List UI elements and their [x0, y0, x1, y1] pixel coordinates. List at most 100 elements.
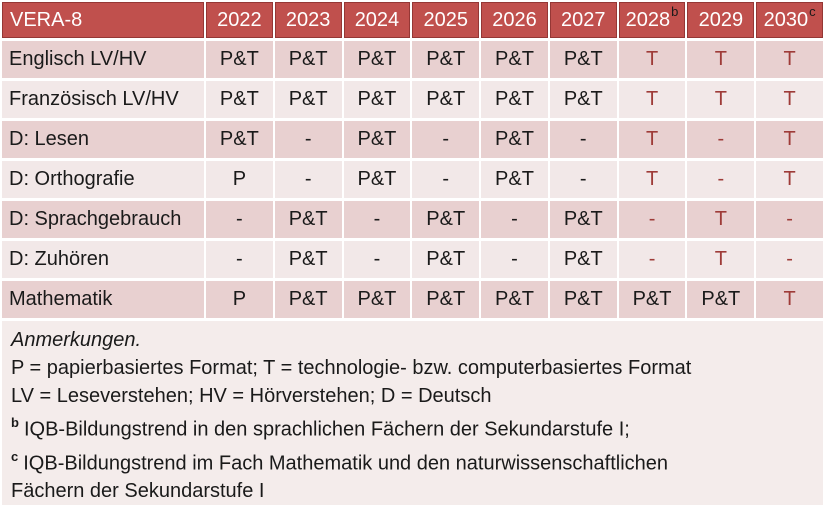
table-cell: T	[756, 161, 823, 198]
table-cell: P&T	[343, 41, 411, 78]
table-cell: -	[206, 201, 273, 238]
year-header-cell: 2022	[206, 2, 273, 38]
year-header-cell: 2029	[687, 2, 755, 38]
table-cell: T	[756, 121, 823, 158]
table-cell: -	[687, 121, 755, 158]
year-header-cell: 2030 c	[756, 2, 823, 38]
table-cell: -	[481, 201, 548, 238]
table-cell: P&T	[343, 161, 411, 198]
year-header-cell: 2026	[481, 2, 548, 38]
table-cell: P	[206, 161, 273, 198]
table-cell: -	[756, 201, 823, 238]
table-cell: -	[343, 241, 411, 278]
row-label: D: Sprachgebrauch	[2, 201, 204, 238]
header-label: 2022	[217, 8, 262, 31]
header-label: 2026	[492, 8, 537, 31]
table-cell: P&T	[343, 81, 411, 118]
table-cell: P&T	[274, 41, 342, 78]
table-cell: -	[549, 121, 617, 158]
table-cell: P&T	[618, 281, 686, 318]
table-cell: P&T	[481, 161, 548, 198]
table-cell: -	[274, 121, 342, 158]
table-cell: T	[687, 241, 755, 278]
table-cell: P&T	[274, 201, 342, 238]
year-header-cell: 2028 b	[618, 2, 686, 38]
table-cell: P&T	[481, 41, 548, 78]
header-label: 2028	[625, 8, 671, 31]
table-cell: P&T	[481, 121, 548, 158]
header-label: 2030	[763, 8, 809, 31]
footnote-c-text: IQB-Bildungstrend im Fach Mathematik und…	[11, 452, 668, 503]
table-cell: P&T	[481, 81, 548, 118]
header-label: 2029	[698, 8, 744, 31]
year-header-cell: 2027	[549, 2, 617, 38]
row-label: D: Orthografie	[2, 161, 204, 198]
row-label: D: Zuhören	[2, 241, 204, 278]
table-cell: T	[618, 161, 686, 198]
year-header-cell: 2024	[343, 2, 411, 38]
footnote-b-text: IQB-Bildungstrend in den sprachlichen Fä…	[23, 418, 630, 441]
table-cell: P&T	[206, 121, 273, 158]
table-cell: T	[687, 201, 755, 238]
header-footnote-marker: b	[671, 3, 679, 19]
note-format-legend: P = papierbasiertes Format; T = technolo…	[11, 357, 692, 379]
footnote-b-marker: b	[11, 415, 19, 430]
header-footnote-marker: c	[809, 3, 816, 19]
table-cell: P&T	[274, 241, 342, 278]
row-label: D: Lesen	[2, 121, 204, 158]
table-cell: P&T	[343, 281, 411, 318]
table-cell: P&T	[274, 281, 342, 318]
table-cell: T	[618, 81, 686, 118]
footnote-c-marker: c	[11, 448, 19, 464]
table-cell: -	[756, 241, 823, 278]
table-cell: P&T	[412, 81, 480, 118]
table-cell: -	[549, 161, 617, 198]
note-abbreviation-legend: LV = Leseverstehen; HV = Hörverstehen; D…	[11, 385, 492, 407]
footnote-b: b IQB-Bildungstrend in den sprachlichen F…	[11, 410, 814, 444]
table-cell: P&T	[412, 41, 480, 78]
table-cell: T	[756, 281, 823, 318]
table-cell: -	[481, 241, 548, 278]
table-cell: P&T	[412, 201, 480, 238]
table-cell: P&T	[687, 281, 755, 318]
table-cell: -	[412, 161, 480, 198]
table-cell: -	[687, 161, 755, 198]
table-cell: -	[343, 201, 411, 238]
header-label: 2024	[354, 8, 400, 31]
table-cell: T	[756, 81, 823, 118]
table-cell: P&T	[412, 241, 480, 278]
header-label: 2025	[423, 8, 468, 31]
header-label: 2023	[285, 8, 331, 31]
footnote-c: c IQB-Bildungstrend im Fach Mathematik un…	[11, 444, 814, 506]
table-cell: P&T	[549, 201, 617, 238]
table-cell: P&T	[412, 281, 480, 318]
table-cell: P&T	[481, 281, 548, 318]
table-cell: -	[206, 241, 273, 278]
table-cell: P&T	[206, 41, 273, 78]
header-label: VERA-8	[10, 8, 83, 31]
table-cell: -	[412, 121, 480, 158]
table-cell: P&T	[549, 41, 617, 78]
table-title-cell: VERA-8	[2, 2, 204, 38]
vera8-table: VERA-8 2022 2023 2024 2025 2026 2027 2028 b 2029 2…	[2, 2, 823, 318]
table-cell: P&T	[343, 121, 411, 158]
table-cell: P&T	[549, 81, 617, 118]
table-cell: T	[687, 81, 755, 118]
row-label: Englisch LV/HV	[2, 41, 204, 78]
table-cell: -	[274, 161, 342, 198]
year-header-cell: 2025	[412, 2, 480, 38]
table-cell: T	[756, 41, 823, 78]
table-cell: T	[687, 41, 755, 78]
header-label: 2027	[561, 8, 606, 31]
table-cell: -	[618, 241, 686, 278]
year-header-cell: 2023	[274, 2, 342, 38]
table-cell: P&T	[206, 81, 273, 118]
table-cell: T	[618, 41, 686, 78]
table-cell: P&T	[549, 281, 617, 318]
table-cell: T	[618, 121, 686, 158]
row-label: Französisch LV/HV	[2, 81, 204, 118]
table-cell: P&T	[274, 81, 342, 118]
table-cell: P	[206, 281, 273, 318]
table-cell: -	[618, 201, 686, 238]
